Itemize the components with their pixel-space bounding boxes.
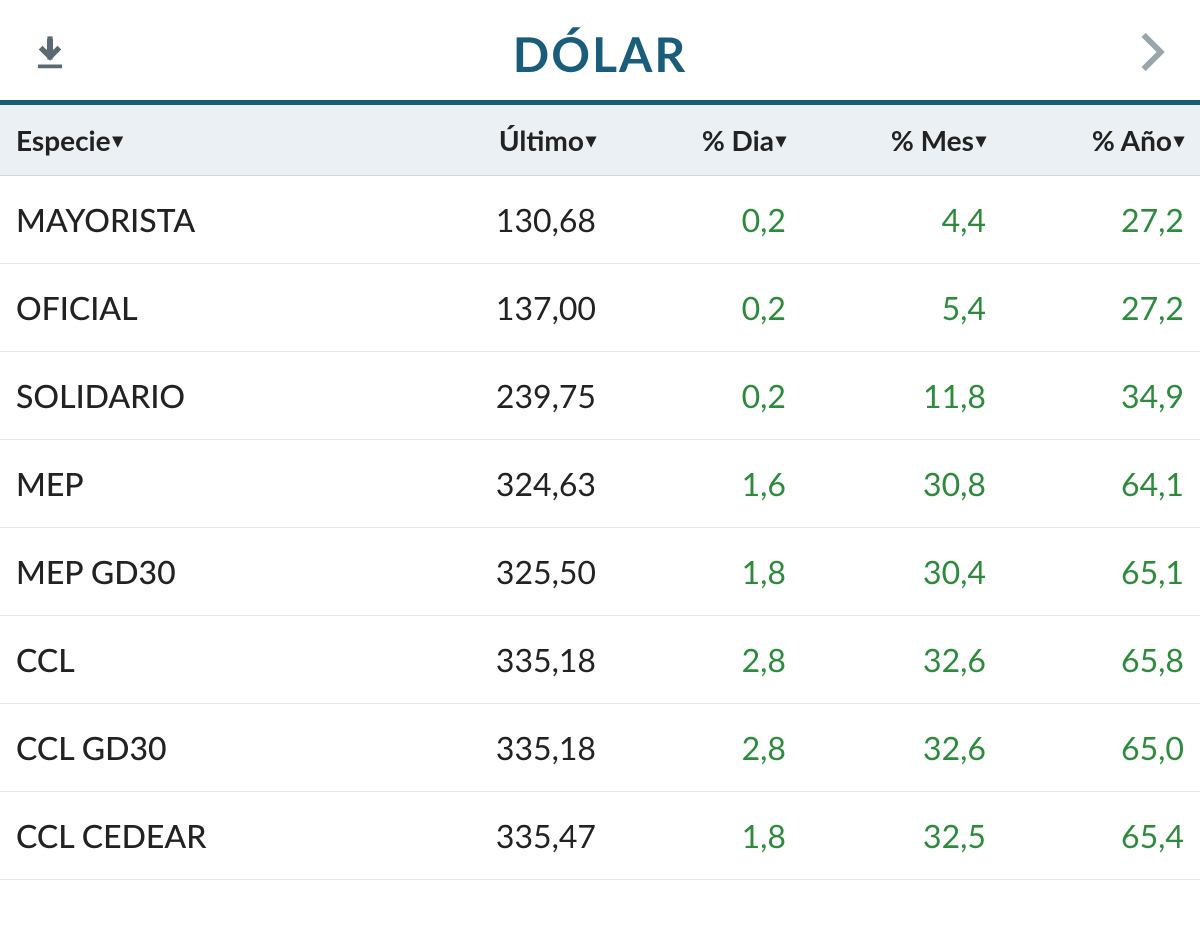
widget-header: DÓLAR: [0, 0, 1200, 105]
cell-ano: 27,2: [986, 288, 1184, 327]
table-row[interactable]: OFICIAL137,000,25,427,2: [0, 264, 1200, 352]
table-row[interactable]: MEP GD30325,501,830,465,1: [0, 528, 1200, 616]
cell-dia: 0,2: [596, 200, 786, 239]
cell-dia: 0,2: [596, 288, 786, 327]
cell-especie: MEP GD30: [16, 552, 396, 591]
widget-title: DÓLAR: [513, 26, 687, 83]
table-row[interactable]: SOLIDARIO239,750,211,834,9: [0, 352, 1200, 440]
column-label: % Dia: [702, 123, 774, 157]
column-header-dia[interactable]: % Dia▾: [596, 123, 786, 157]
cell-ultimo: 130,68: [396, 200, 596, 239]
cell-especie: CCL CEDEAR: [16, 816, 396, 855]
column-header-ultimo[interactable]: Último▾: [396, 123, 596, 157]
cell-mes: 32,6: [786, 728, 986, 767]
rates-table: Especie▾ Último▾ % Dia▾ % Mes▾ % Año▾ MA…: [0, 105, 1200, 880]
table-row[interactable]: CCL335,182,832,665,8: [0, 616, 1200, 704]
column-header-mes[interactable]: % Mes▾: [786, 123, 986, 157]
cell-ultimo: 335,18: [396, 640, 596, 679]
cell-mes: 4,4: [786, 200, 986, 239]
cell-ano: 65,0: [986, 728, 1184, 767]
column-header-especie[interactable]: Especie▾: [16, 123, 396, 157]
cell-especie: SOLIDARIO: [16, 376, 396, 415]
cell-mes: 32,6: [786, 640, 986, 679]
cell-ano: 65,4: [986, 816, 1184, 855]
cell-ultimo: 137,00: [396, 288, 596, 327]
cell-ano: 34,9: [986, 376, 1184, 415]
cell-ultimo: 325,50: [396, 552, 596, 591]
cell-dia: 2,8: [596, 640, 786, 679]
sort-icon: ▾: [586, 130, 596, 150]
cell-dia: 1,6: [596, 464, 786, 503]
cell-dia: 0,2: [596, 376, 786, 415]
sort-icon: ▾: [1174, 130, 1184, 150]
cell-ultimo: 335,18: [396, 728, 596, 767]
cell-especie: CCL GD30: [16, 728, 396, 767]
chevron-right-icon: [1140, 32, 1168, 72]
cell-dia: 2,8: [596, 728, 786, 767]
table-header-row: Especie▾ Último▾ % Dia▾ % Mes▾ % Año▾: [0, 105, 1200, 176]
cell-ultimo: 239,75: [396, 376, 596, 415]
cell-especie: MEP: [16, 464, 396, 503]
table-row[interactable]: CCL CEDEAR335,471,832,565,4: [0, 792, 1200, 880]
cell-mes: 11,8: [786, 376, 986, 415]
cell-mes: 5,4: [786, 288, 986, 327]
sort-icon: ▾: [113, 130, 123, 150]
cell-dia: 1,8: [596, 552, 786, 591]
cell-especie: CCL: [16, 640, 396, 679]
column-header-ano[interactable]: % Año▾: [986, 123, 1184, 157]
table-row[interactable]: CCL GD30335,182,832,665,0: [0, 704, 1200, 792]
cell-ano: 27,2: [986, 200, 1184, 239]
download-button[interactable]: [28, 32, 72, 76]
table-body: MAYORISTA130,680,24,427,2OFICIAL137,000,…: [0, 176, 1200, 880]
column-label: % Año: [1092, 123, 1172, 157]
cell-ultimo: 324,63: [396, 464, 596, 503]
cell-dia: 1,8: [596, 816, 786, 855]
cell-especie: MAYORISTA: [16, 200, 396, 239]
cell-especie: OFICIAL: [16, 288, 396, 327]
cell-mes: 32,5: [786, 816, 986, 855]
sort-icon: ▾: [776, 130, 786, 150]
cell-ultimo: 335,47: [396, 816, 596, 855]
table-row[interactable]: MEP324,631,630,864,1: [0, 440, 1200, 528]
table-row[interactable]: MAYORISTA130,680,24,427,2: [0, 176, 1200, 264]
column-label: % Mes: [891, 123, 974, 157]
cell-ano: 65,8: [986, 640, 1184, 679]
column-label: Especie: [16, 123, 111, 157]
cell-ano: 65,1: [986, 552, 1184, 591]
cell-mes: 30,8: [786, 464, 986, 503]
next-button[interactable]: [1136, 28, 1172, 80]
sort-icon: ▾: [976, 130, 986, 150]
cell-mes: 30,4: [786, 552, 986, 591]
dollar-widget: DÓLAR Especie▾ Último▾ % Dia▾ % Mes▾ % A…: [0, 0, 1200, 944]
cell-ano: 64,1: [986, 464, 1184, 503]
column-label: Último: [499, 123, 584, 157]
download-icon: [32, 36, 68, 72]
